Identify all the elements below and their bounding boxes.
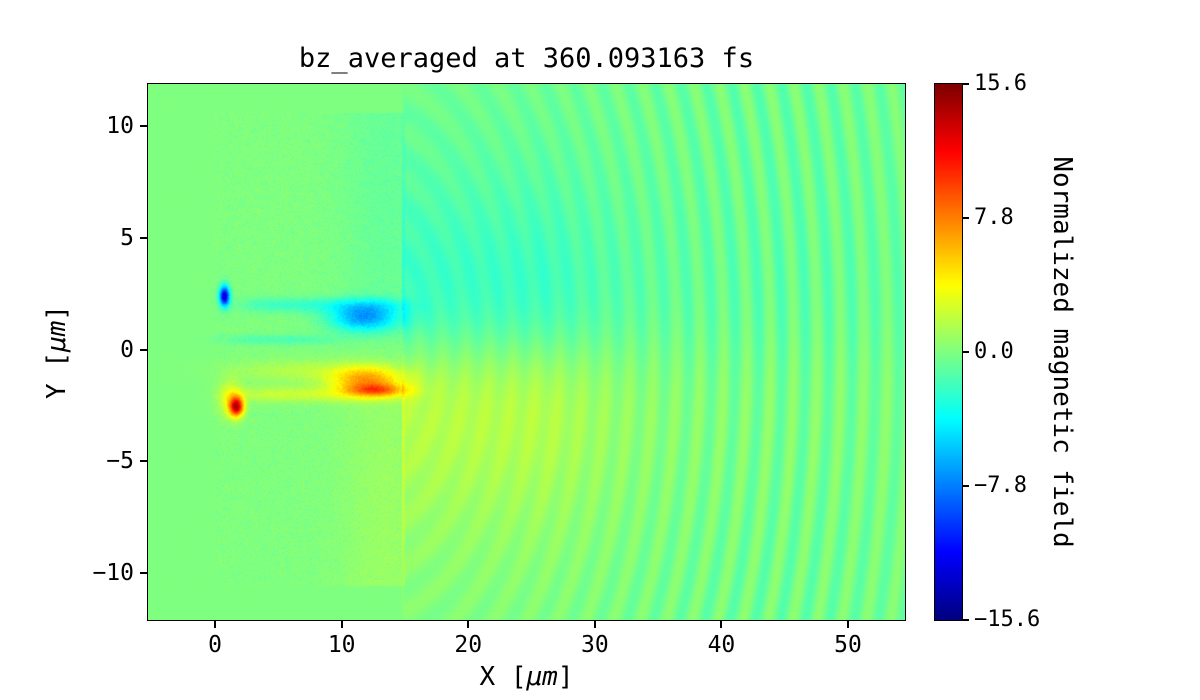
y-tick-mark bbox=[140, 125, 148, 128]
plot-title: bz_averaged at 360.093163 fs bbox=[298, 43, 755, 74]
y-tick-mark bbox=[140, 348, 148, 351]
x-tick-label: 30 bbox=[580, 632, 609, 658]
colorbar-tick-label: 15.6 bbox=[974, 71, 1027, 96]
colorbar-tick-mark bbox=[962, 217, 969, 219]
x-axis-label-mu: μm bbox=[526, 662, 558, 692]
colorbar-tick-label: 7.8 bbox=[974, 205, 1014, 230]
y-axis-label-post: ] bbox=[42, 305, 72, 321]
y-tick-label: 10 bbox=[106, 113, 134, 140]
y-tick-label: −5 bbox=[106, 448, 134, 475]
x-tick-mark bbox=[593, 620, 596, 628]
colorbar-label: Normalized magnetic field bbox=[1047, 156, 1077, 548]
x-axis-label: X [μm] bbox=[148, 662, 905, 692]
colorbar-tick-label: 0.0 bbox=[974, 339, 1014, 364]
x-tick-label: 20 bbox=[454, 632, 483, 658]
x-tick-label: 40 bbox=[707, 632, 736, 658]
x-tick-mark bbox=[847, 620, 850, 628]
y-tick-mark bbox=[140, 237, 148, 240]
y-tick-label: 0 bbox=[120, 336, 134, 363]
y-tick-label: 5 bbox=[120, 225, 134, 252]
colorbar-tick-mark bbox=[962, 83, 969, 85]
colorbar-canvas bbox=[934, 83, 963, 621]
y-tick-mark bbox=[140, 572, 148, 575]
x-tick-mark bbox=[214, 620, 217, 628]
colorbar-tick-mark bbox=[962, 619, 969, 621]
colorbar-tick-mark bbox=[962, 351, 969, 353]
colorbar-tick-label: −15.6 bbox=[974, 607, 1041, 632]
colorbar-tick-label: −7.8 bbox=[974, 473, 1027, 498]
y-tick-mark bbox=[140, 460, 148, 463]
x-axis-label-pre: X [ bbox=[479, 662, 527, 692]
colorbar-tick-mark bbox=[962, 485, 969, 487]
heatmap-canvas bbox=[147, 83, 906, 621]
x-tick-mark bbox=[340, 620, 343, 628]
y-tick-label: −10 bbox=[92, 560, 134, 587]
x-tick-label: 0 bbox=[208, 632, 223, 658]
x-tick-mark bbox=[467, 620, 470, 628]
x-tick-label: 50 bbox=[834, 632, 862, 658]
x-axis-label-post: ] bbox=[557, 662, 574, 692]
x-tick-mark bbox=[720, 620, 723, 628]
x-tick-label: 10 bbox=[327, 632, 356, 658]
